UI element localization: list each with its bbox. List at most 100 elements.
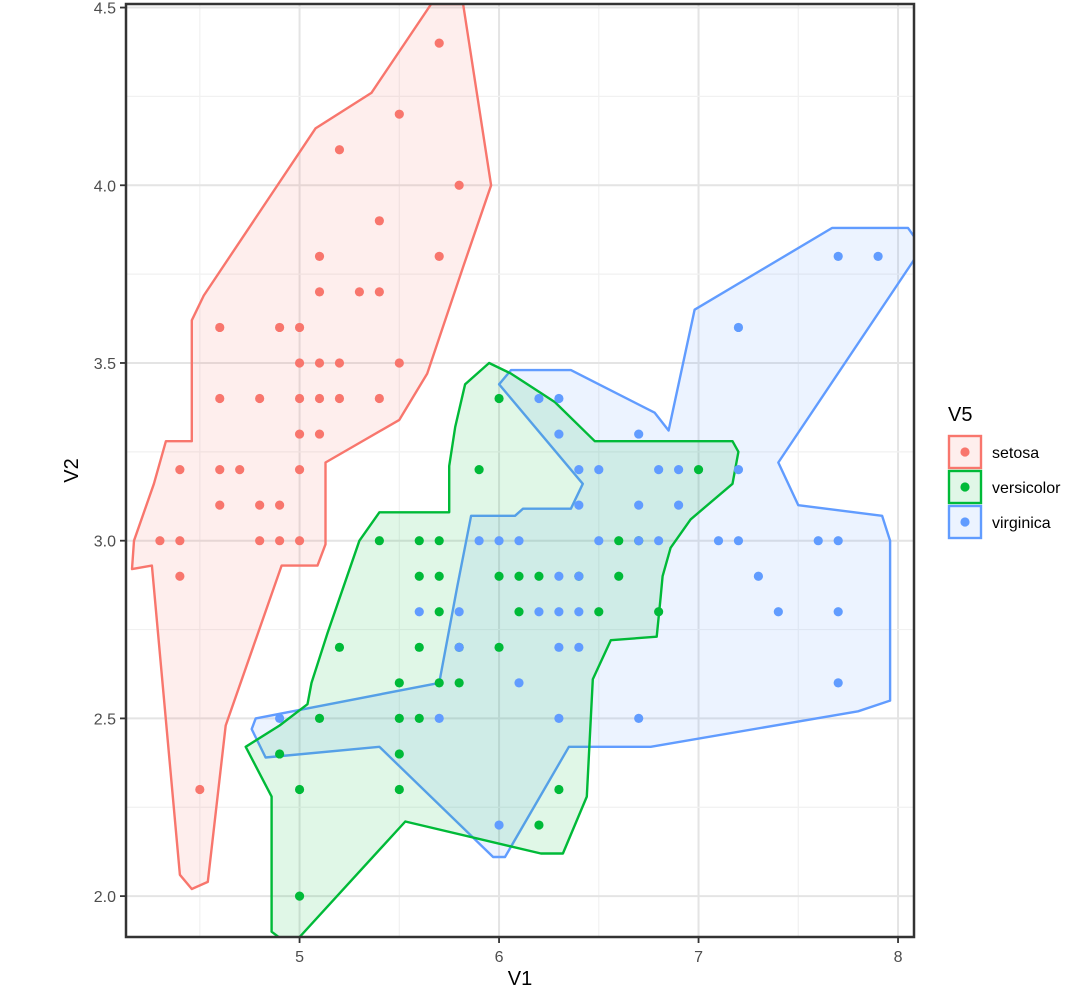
point-setosa [334,393,345,404]
hull-versicolor [244,361,740,937]
point-virginica [833,251,843,261]
point-virginica [833,678,843,688]
point-virginica [654,536,664,546]
point-setosa [215,465,225,475]
point-setosa [294,465,305,475]
point-setosa [255,500,265,510]
y-tick-label: 2.5 [94,711,116,728]
point-virginica [275,713,285,724]
point-versicolor [434,607,444,617]
point-setosa [374,287,384,297]
point-setosa [454,180,464,190]
point-setosa [434,251,444,261]
point-versicolor [594,607,604,617]
point-virginica [673,500,684,510]
point-versicolor [494,393,504,404]
point-virginica [654,465,664,475]
legend-label-setosa: setosa [992,445,1039,462]
point-virginica [813,536,823,546]
point-virginica [753,571,763,581]
point-virginica [673,465,684,475]
point-setosa [175,465,185,475]
point-setosa [294,393,305,404]
point-virginica [494,536,504,546]
point-virginica [414,607,424,617]
point-virginica [454,607,464,617]
x-tick-label: 6 [495,949,504,966]
group-hulls [130,4,914,937]
point-virginica [474,536,484,546]
point-setosa [294,429,305,439]
point-versicolor [334,642,345,652]
legend-point-virginica [960,517,970,527]
point-setosa [354,287,365,297]
point-setosa [275,500,285,510]
point-setosa [215,393,225,404]
point-setosa [314,429,325,439]
point-virginica [634,536,644,546]
point-versicolor [494,571,504,581]
point-virginica [594,536,604,546]
point-virginica [514,536,524,546]
panel-border [124,2,916,939]
point-virginica [554,642,564,652]
point-versicolor [414,713,424,724]
x-tick-label: 8 [894,949,903,966]
hull-setosa [130,4,493,891]
point-setosa [175,571,185,581]
y-tick-label: 3.5 [94,356,116,373]
point-versicolor [534,820,544,830]
point-virginica [574,465,584,475]
point-setosa [374,216,384,226]
point-versicolor [394,784,404,795]
point-setosa [175,536,185,546]
point-virginica [634,713,644,724]
point-virginica [873,251,883,261]
x-tick-label: 7 [694,949,703,966]
point-versicolor [394,749,404,759]
point-versicolor [494,642,504,652]
point-versicolor [434,536,444,546]
legend: V5 setosa versicolor virginica [947,404,1061,540]
point-virginica [713,536,724,546]
point-versicolor [294,784,305,795]
legend-point-setosa [960,447,970,457]
point-setosa [294,536,305,546]
point-virginica [514,678,524,688]
point-versicolor [414,642,424,652]
point-setosa [314,251,325,261]
x-axis-label: V1 [508,968,532,990]
x-tick-label: 5 [295,949,304,966]
point-setosa [434,38,444,48]
point-versicolor [534,571,544,581]
point-setosa [334,145,345,155]
point-versicolor [554,784,564,795]
point-setosa [394,109,404,119]
point-versicolor [654,607,664,617]
point-setosa [294,322,305,333]
point-versicolor [434,678,444,688]
point-virginica [434,713,444,724]
point-versicolor [275,749,285,759]
point-virginica [454,642,464,652]
point-versicolor [514,607,524,617]
point-virginica [574,571,584,581]
point-virginica [773,607,783,617]
legend-title: V5 [948,404,972,426]
point-versicolor [294,891,305,901]
point-virginica [594,465,604,475]
point-versicolor [394,678,404,688]
point-virginica [574,500,584,510]
point-versicolor [314,713,325,724]
point-virginica [833,607,843,617]
point-virginica [733,536,744,546]
point-setosa [374,393,384,404]
point-setosa [314,358,325,368]
point-setosa [215,500,225,510]
point-setosa [275,536,285,546]
point-versicolor [414,571,424,581]
point-setosa [314,393,325,404]
point-virginica [554,713,564,724]
point-versicolor [394,713,404,724]
